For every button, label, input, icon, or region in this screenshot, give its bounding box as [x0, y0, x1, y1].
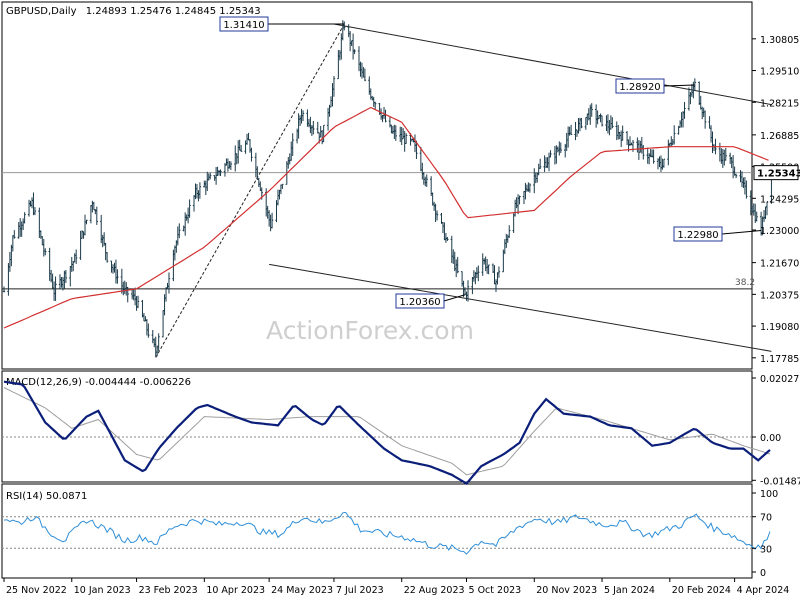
price-tick-label: 1.21670	[760, 259, 799, 270]
date-tick-label: 10 Apr 2023	[206, 585, 265, 596]
rsi-line	[3, 511, 771, 555]
svg-text:GBPUSD,Daily 1.24893 1.254: GBPUSD,Daily 1.24893 1.25476 1.24845 1.2…	[6, 6, 261, 17]
fib-level-label: 38.2	[735, 278, 755, 288]
annotation-box	[673, 226, 723, 242]
date-tick-label: 22 Aug 2023	[404, 585, 465, 596]
dotted-trend-line	[155, 23, 345, 358]
ohlc-values: 1.24893 1.25476 1.24845 1.25343	[86, 6, 261, 17]
rsi-tick-label: 0	[760, 568, 766, 579]
annotation-label: 1.20360	[399, 297, 440, 308]
macd-tick-label: -0.014877	[760, 476, 800, 487]
price-tick-label: 1.23000	[760, 226, 799, 237]
annotation-leader	[443, 294, 466, 302]
macd-line	[3, 380, 771, 486]
date-tick-label: 20 Feb 2024	[672, 585, 731, 596]
price-tick-label: 1.19080	[760, 322, 799, 333]
rsi-tick-label: 70	[760, 513, 772, 524]
price-tick-label: 1.17785	[760, 354, 799, 365]
watermark-text: ActionForex.com	[266, 316, 474, 345]
lower-channel-line	[269, 263, 772, 352]
price-tick-label: 1.28215	[760, 98, 799, 109]
rsi-panel-frame	[1, 483, 753, 579]
annotation-box	[615, 78, 665, 94]
rsi-tick-label: 100	[760, 489, 778, 500]
guide-lines	[2, 172, 752, 549]
trend-lines	[155, 23, 772, 358]
date-tick-label: 5 Oct 2023	[469, 585, 522, 596]
date-tick-label: 25 Nov 2022	[6, 585, 67, 596]
macd-tick-label: 0.02027	[760, 374, 799, 385]
last-price-badge	[753, 165, 799, 181]
last-price-label: 1.25343	[757, 169, 800, 180]
annotation-label: 1.31410	[223, 20, 264, 31]
indicator-lines	[3, 380, 771, 555]
annotation-label: 1.28920	[619, 82, 660, 93]
annotation-leader	[663, 84, 695, 87]
rsi-title: RSI(14) 50.0871	[6, 491, 87, 502]
price-tick-label: 1.24295	[760, 194, 799, 205]
upper-channel-line	[333, 23, 772, 106]
date-tick-label: 24 May 2023	[271, 585, 333, 596]
date-tick-label: 5 Jan 2024	[604, 585, 655, 596]
macd-signal-line	[3, 387, 771, 476]
price-tick-label: 1.30805	[760, 35, 799, 46]
macd-title: MACD(12,26,9) -0.004444 -0.006226	[6, 377, 191, 388]
date-tick-label: 7 Jul 2023	[336, 585, 384, 596]
annotation-box	[219, 16, 269, 32]
rsi-tick-label: 30	[760, 544, 772, 555]
date-tick-label: 23 Feb 2023	[139, 585, 198, 596]
price-panel-frame	[1, 1, 753, 370]
annotation-box	[395, 293, 445, 309]
macd-tick-label: 0.00	[760, 433, 781, 444]
date-tick-label: 20 Nov 2023	[536, 585, 597, 596]
date-tick-label: 10 Jan 2023	[74, 585, 131, 596]
axis-labels: 1.308051.295101.282151.268851.255901.242…	[3, 35, 800, 596]
price-tick-label: 1.26885	[760, 131, 799, 142]
chart-title: GBPUSD,Daily	[6, 6, 77, 17]
price-series-group	[2, 20, 773, 358]
price-tick-label: 1.20375	[760, 290, 799, 301]
annotation-group: 1.31410 1.28920 1.20360 1.22980 38.2	[219, 16, 762, 309]
moving-average-line	[3, 106, 769, 329]
price-tick-label: 1.29510	[760, 67, 799, 78]
date-tick-label: 4 Apr 2024	[737, 585, 790, 596]
annotation-label: 1.22980	[677, 230, 718, 241]
macd-panel-frame	[1, 370, 753, 483]
annotation-leader	[721, 230, 762, 235]
